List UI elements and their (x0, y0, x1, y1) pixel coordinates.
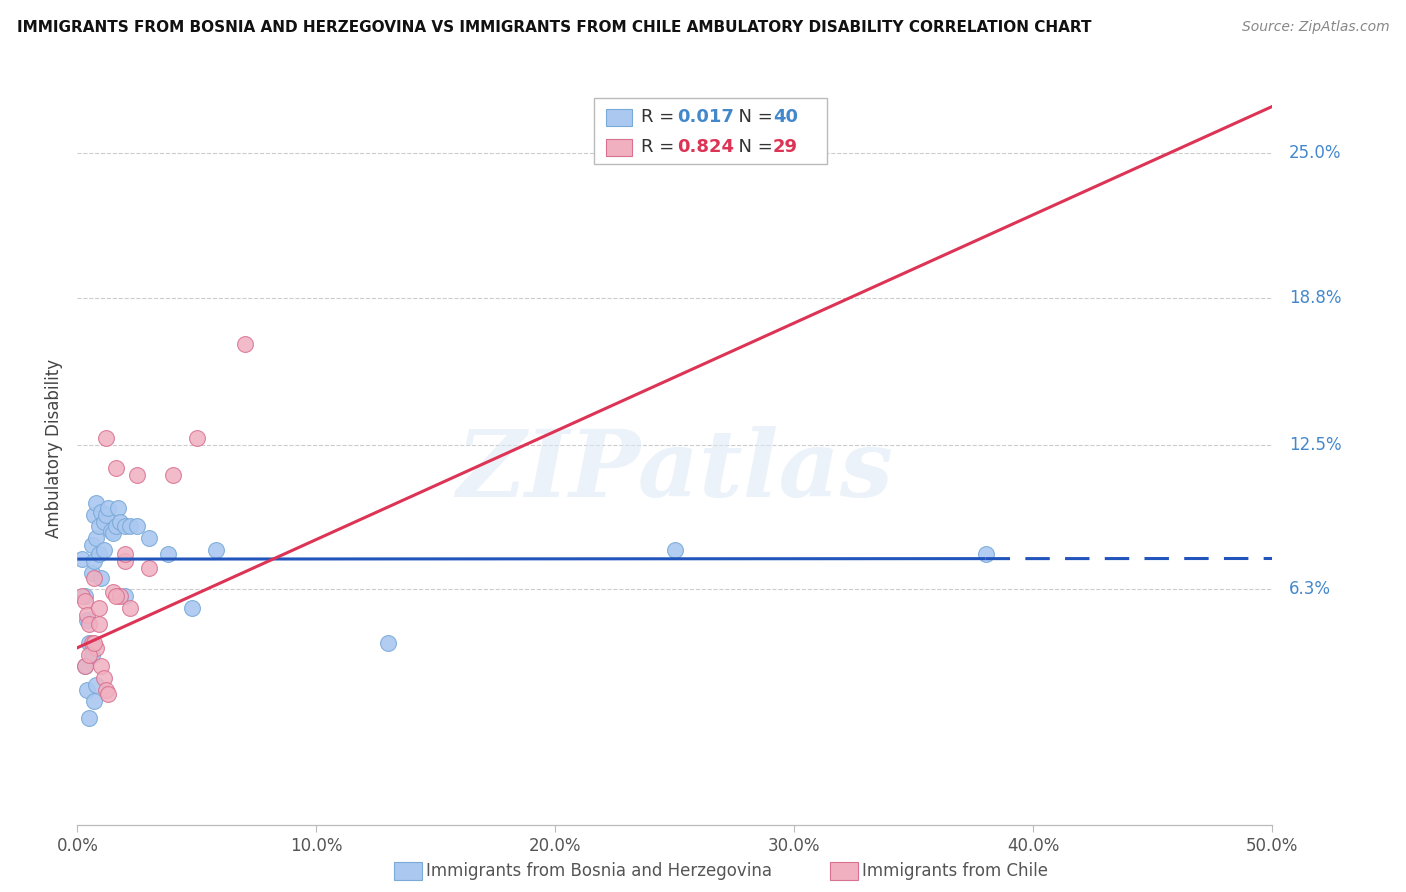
Point (100, 524, 122, 538)
Point (76, 608, 98, 623)
Point (90, 659, 112, 673)
Point (83, 694, 105, 708)
Point (94, 431, 117, 445)
Point (73, 659, 96, 673)
Text: 0.017: 0.017 (678, 108, 734, 127)
Point (664, 542, 686, 557)
Point (87, 519, 110, 533)
Text: 40: 40 (773, 108, 797, 127)
Point (138, 561, 160, 575)
Text: ZIPatlas: ZIPatlas (457, 425, 893, 516)
Point (181, 601, 204, 615)
Point (73, 659, 96, 673)
Point (114, 554, 136, 568)
Point (94, 682, 117, 697)
Point (974, 548, 997, 562)
Point (90, 571, 112, 585)
Text: Immigrants from Chile: Immigrants from Chile (862, 862, 1047, 880)
Point (104, 461, 127, 475)
Text: IMMIGRANTS FROM BOSNIA AND HERZEGOVINA VS IMMIGRANTS FROM CHILE AMBULATORY DISAB: IMMIGRANTS FROM BOSNIA AND HERZEGOVINA V… (17, 20, 1091, 35)
Point (79, 617, 101, 632)
Point (90, 505, 112, 519)
Point (114, 519, 136, 533)
Point (86, 640, 108, 655)
Point (76, 682, 98, 697)
Point (83, 554, 105, 568)
Point (93, 515, 115, 529)
Point (114, 548, 136, 562)
Point (93, 671, 115, 685)
FancyBboxPatch shape (606, 109, 631, 126)
Text: R =: R = (641, 108, 681, 127)
Point (205, 542, 228, 557)
Point (110, 590, 132, 604)
Point (127, 519, 149, 533)
Point (162, 468, 184, 483)
Point (79, 711, 101, 725)
Text: 12.5%: 12.5% (1289, 435, 1341, 454)
Point (87, 548, 110, 562)
Point (103, 584, 124, 599)
Point (110, 515, 132, 529)
Point (118, 601, 141, 615)
Point (107, 500, 129, 515)
Point (104, 590, 127, 604)
Point (70, 552, 93, 566)
Point (76, 613, 98, 627)
Point (114, 590, 136, 604)
Text: 25.0%: 25.0% (1289, 144, 1341, 162)
Point (86, 678, 108, 692)
FancyBboxPatch shape (606, 139, 631, 156)
Point (93, 542, 115, 557)
Point (87, 617, 110, 632)
Text: N =: N = (727, 138, 779, 156)
Text: Source: ZipAtlas.com: Source: ZipAtlas.com (1241, 20, 1389, 34)
Point (83, 508, 105, 522)
Text: 18.8%: 18.8% (1289, 289, 1341, 307)
Point (83, 571, 105, 585)
Text: N =: N = (727, 108, 779, 127)
Text: Immigrants from Bosnia and Herzegovina: Immigrants from Bosnia and Herzegovina (426, 862, 772, 880)
Y-axis label: Ambulatory Disability: Ambulatory Disability (45, 359, 63, 538)
Point (103, 526, 124, 541)
Point (80, 566, 103, 580)
Point (104, 519, 127, 533)
Point (73, 594, 96, 608)
Point (79, 648, 101, 662)
Text: 6.3%: 6.3% (1289, 581, 1331, 599)
Point (97, 500, 120, 515)
Point (118, 519, 141, 533)
Point (157, 548, 180, 562)
Point (138, 531, 160, 545)
Point (94, 508, 117, 522)
Point (97, 687, 120, 701)
FancyBboxPatch shape (593, 98, 827, 164)
Point (80, 538, 103, 552)
Point (79, 636, 101, 650)
Point (377, 636, 399, 650)
Point (70, 590, 93, 604)
Point (73, 590, 96, 604)
Point (86, 531, 108, 545)
Text: 0.824: 0.824 (678, 138, 734, 156)
Point (87, 601, 110, 615)
Point (233, 337, 256, 351)
Point (86, 496, 108, 510)
Point (186, 431, 208, 445)
Text: 29: 29 (773, 138, 797, 156)
Point (83, 636, 105, 650)
Point (80, 636, 103, 650)
Point (127, 468, 149, 483)
Text: R =: R = (641, 138, 681, 156)
Point (80, 648, 103, 662)
